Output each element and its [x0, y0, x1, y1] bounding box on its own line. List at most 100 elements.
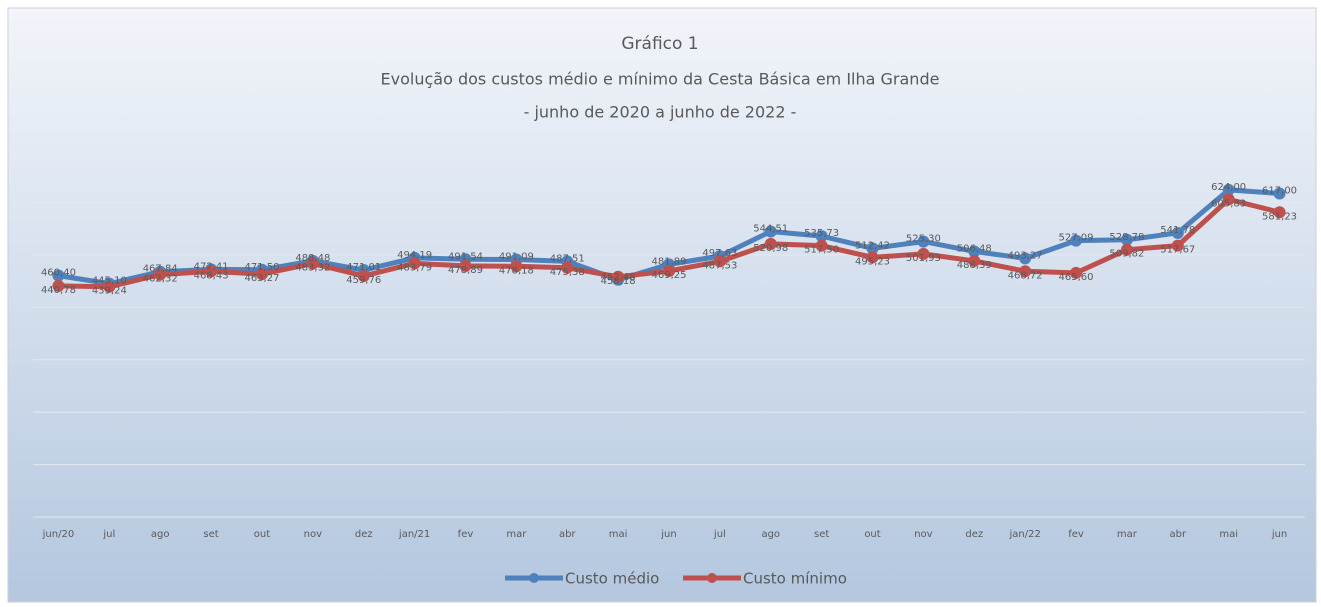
x-tick-label: fev	[1068, 529, 1084, 540]
data-label: 445,10	[92, 276, 127, 287]
data-point	[103, 280, 116, 293]
x-tick-label: mar	[1117, 529, 1138, 540]
data-label: 475,38	[550, 267, 585, 278]
data-point	[764, 225, 777, 238]
data-point	[205, 265, 218, 278]
data-point	[306, 257, 319, 270]
x-tick-label: ago	[151, 529, 170, 540]
legend-marker	[707, 573, 717, 583]
x-tick-label: mai	[1219, 529, 1238, 540]
x-tick-label: jun/20	[42, 529, 75, 540]
data-point	[1120, 233, 1133, 246]
data-label: 471,50	[244, 262, 279, 273]
data-label: 487,51	[550, 253, 585, 264]
data-point	[663, 264, 675, 277]
data-label: 452,48	[601, 272, 636, 283]
data-label: 440,78	[41, 285, 76, 296]
data-label: 467,84	[143, 264, 178, 275]
data-label: 506,48	[957, 243, 992, 254]
data-point	[1019, 252, 1032, 265]
x-tick-label: set	[814, 529, 829, 540]
data-point	[866, 251, 879, 264]
data-label: 465,60	[1059, 272, 1094, 283]
data-label: 494,19	[397, 250, 432, 261]
data-label: 472,41	[194, 261, 229, 272]
x-tick-label: mai	[609, 529, 628, 540]
data-point	[764, 237, 777, 250]
data-point	[52, 279, 65, 292]
data-label: 491,09	[499, 252, 534, 263]
chart-subtitle: Evolução dos custos médio e mínimo da Ce…	[381, 70, 940, 89]
data-point	[1273, 206, 1286, 219]
data-point	[561, 261, 574, 274]
data-point	[917, 247, 930, 260]
data-label: 478,18	[499, 265, 534, 276]
chart-subtitle: - junho de 2020 a junho de 2022 -	[524, 103, 797, 122]
chart-background	[7, 7, 1317, 603]
data-label: 478,89	[448, 265, 483, 276]
data-point	[459, 259, 472, 272]
data-point	[154, 268, 167, 281]
legend-marker	[529, 573, 539, 583]
legend-label: Custo médio	[565, 570, 659, 588]
data-label: 517,67	[1160, 245, 1195, 256]
x-tick-label: jul	[713, 529, 726, 540]
data-label: 483,79	[397, 262, 432, 273]
x-tick-label: jan/22	[1008, 529, 1040, 540]
data-label: 468,43	[194, 270, 229, 281]
data-label: 581,23	[1262, 211, 1297, 222]
x-tick-label: dez	[965, 529, 983, 540]
data-label: 512,42	[855, 240, 890, 251]
x-tick-label: set	[203, 529, 218, 540]
x-tick-label: dez	[355, 529, 373, 540]
data-label: 488,48	[295, 253, 330, 264]
data-point	[1171, 239, 1184, 252]
data-point	[815, 230, 828, 243]
data-label: 527,09	[1059, 233, 1094, 244]
data-label: 493,27	[1008, 250, 1043, 261]
data-label: 469,25	[652, 270, 687, 281]
x-tick-label: jun	[1271, 529, 1287, 540]
x-tick-label: nov	[914, 529, 932, 540]
data-label: 488,39	[957, 260, 992, 271]
x-tick-label: nov	[304, 529, 322, 540]
x-tick-label: abr	[559, 529, 576, 540]
data-point	[255, 268, 268, 281]
x-tick-label: out	[254, 529, 270, 540]
data-point	[713, 255, 726, 268]
data-label: 468,72	[1008, 270, 1043, 281]
data-point	[968, 245, 981, 258]
data-point	[1273, 187, 1286, 200]
data-point	[866, 242, 879, 255]
data-label: 481,89	[652, 256, 687, 267]
data-label: 463,27	[244, 273, 279, 284]
data-label: 520,98	[753, 243, 788, 254]
data-label: 495,23	[855, 256, 890, 267]
data-point	[917, 235, 930, 248]
x-tick-label: jul	[102, 529, 115, 540]
data-point	[815, 239, 828, 252]
data-label: 491,54	[448, 251, 483, 262]
data-point	[1019, 265, 1032, 278]
data-point	[1222, 193, 1235, 206]
x-tick-label: mar	[506, 529, 527, 540]
data-point	[357, 269, 370, 282]
data-label: 501,93	[906, 253, 941, 264]
x-tick-label: jan/21	[398, 529, 430, 540]
x-tick-label: abr	[1170, 529, 1187, 540]
data-label: 528,78	[1109, 232, 1144, 243]
data-label: 497,63	[702, 248, 737, 259]
data-label: 459,76	[346, 275, 381, 286]
data-point	[52, 269, 65, 282]
data-label: 525,30	[906, 234, 941, 245]
data-label: 458,18	[601, 276, 636, 287]
x-tick-label: jun	[660, 529, 676, 540]
data-point	[408, 257, 421, 270]
data-label: 624,00	[1211, 182, 1246, 193]
data-label: 460,40	[41, 268, 76, 279]
x-tick-label: ago	[761, 529, 780, 540]
data-label: 439,24	[92, 286, 127, 297]
x-tick-label: fev	[458, 529, 474, 540]
data-point	[1070, 234, 1083, 247]
